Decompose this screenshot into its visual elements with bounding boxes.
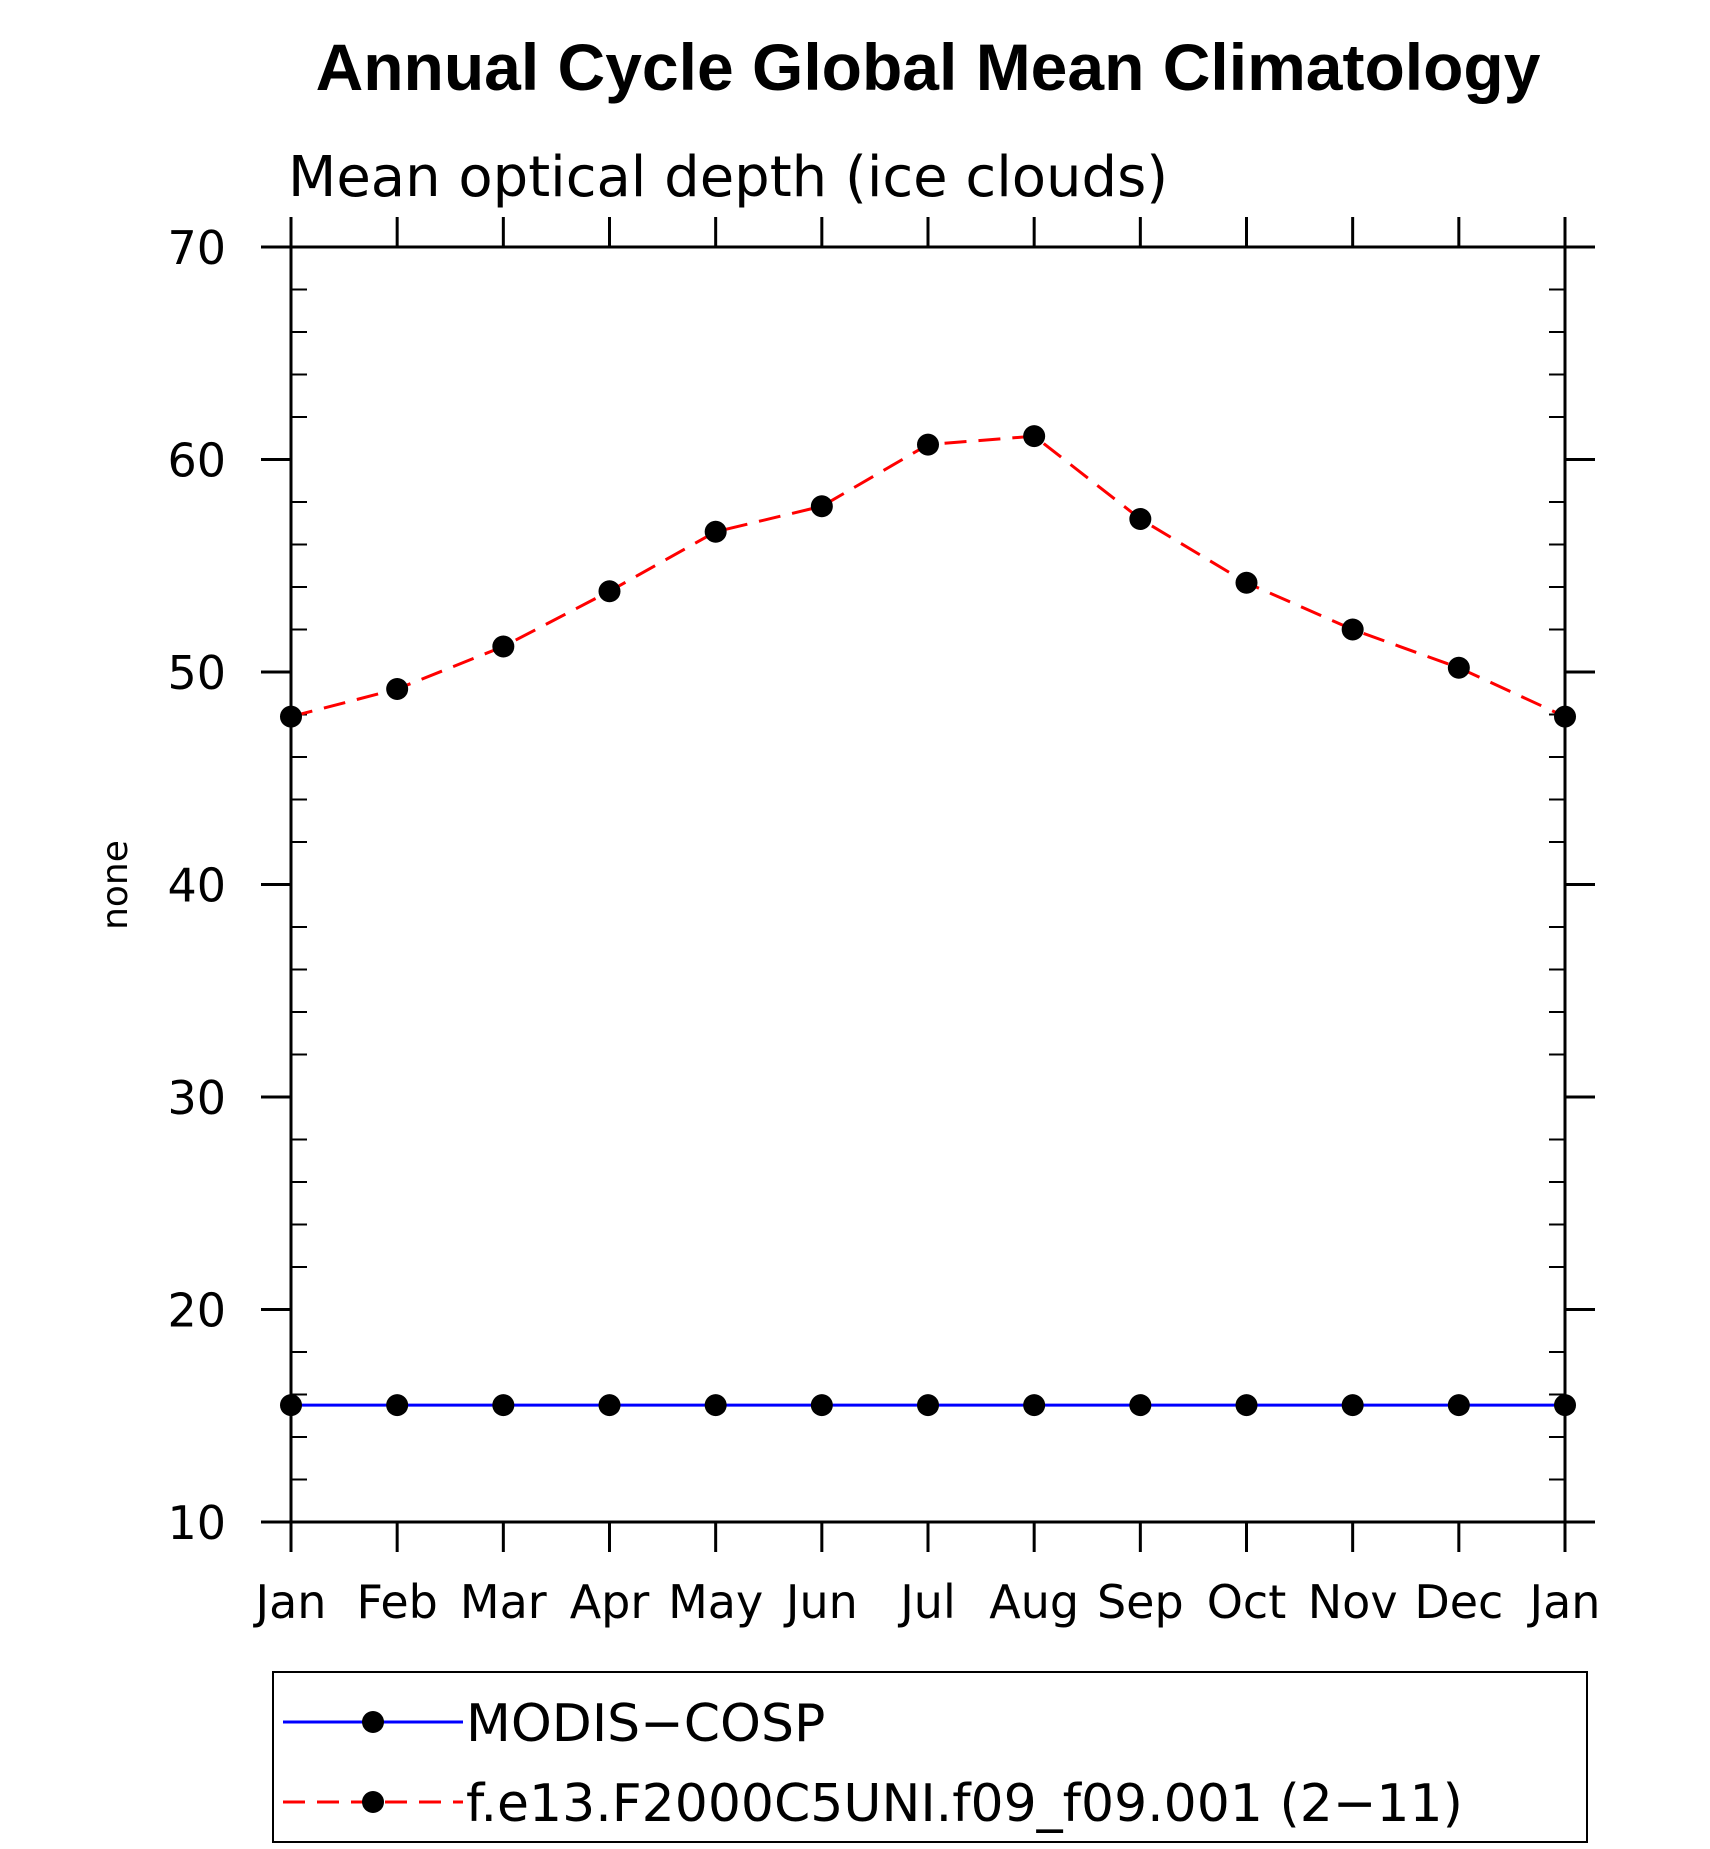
y-tick-label: 30: [167, 1071, 226, 1125]
data-point: [1554, 1394, 1576, 1417]
data-point: [810, 495, 833, 518]
y-tick-label: 10: [167, 1496, 226, 1550]
x-tick-label: Mar: [460, 1575, 547, 1629]
x-tick-label: Nov: [1308, 1575, 1398, 1629]
data-point: [810, 1394, 833, 1417]
legend: MODIS−COSP f.e13.F2000C5UNI.f09_f09.001 (…: [272, 1671, 1588, 1843]
x-tick-label: Dec: [1414, 1575, 1503, 1629]
x-tick-label: May: [668, 1575, 763, 1629]
data-point: [1341, 618, 1364, 641]
data-point: [1129, 508, 1152, 530]
y-tick-label: 20: [167, 1284, 226, 1338]
x-tick-label: Apr: [570, 1575, 650, 1629]
legend-label-0: MODIS−COSP: [466, 1694, 825, 1754]
x-tick-label: Sep: [1097, 1575, 1184, 1629]
data-point: [1023, 425, 1046, 448]
y-axis-label: none: [95, 840, 136, 930]
data-point: [704, 1394, 727, 1417]
y-tick-label: 70: [167, 221, 226, 275]
legend-marker-1: [362, 1791, 384, 1813]
data-point: [1023, 1394, 1046, 1417]
x-tick-label: Jan: [253, 1575, 327, 1629]
legend-label-1: f.e13.F2000C5UNI.f09_f09.001 (2−11): [466, 1774, 1463, 1834]
data-point: [598, 1394, 621, 1417]
series-layer: [280, 425, 1576, 1417]
chart-title: Annual Cycle Global Mean Climatology: [316, 30, 1541, 104]
data-point: [1447, 656, 1470, 679]
data-point: [1235, 1394, 1258, 1417]
data-point: [1554, 705, 1576, 728]
data-point: [1447, 1394, 1470, 1417]
x-tick-label: Oct: [1207, 1575, 1287, 1629]
x-tick-label: Jul: [897, 1575, 956, 1629]
data-point: [1341, 1394, 1364, 1417]
x-tick-label: Jan: [1527, 1575, 1601, 1629]
chart-subtitle: Mean optical depth (ice clouds): [288, 145, 1168, 210]
data-point: [917, 433, 939, 456]
data-point: [386, 1394, 409, 1417]
data-point: [492, 635, 515, 658]
y-tick-label: 60: [167, 434, 226, 488]
x-tick-label: Jun: [783, 1575, 858, 1629]
y-tick-label: 50: [167, 646, 226, 700]
data-point: [1129, 1394, 1152, 1417]
data-point: [280, 1394, 302, 1417]
data-point: [704, 520, 727, 543]
data-point: [917, 1394, 939, 1417]
axes: Jan Feb Mar Apr May Jun Jul Aug Sep Oct Nov Dec Jan 1…: [167, 217, 1600, 1629]
legend-box: [272, 1671, 1588, 1843]
legend-marker-0: [362, 1711, 384, 1733]
data-point: [386, 678, 409, 700]
x-tick-label: Feb: [356, 1575, 437, 1629]
series-line-1: [290, 434, 1566, 719]
data-point: [492, 1394, 515, 1417]
data-point: [598, 580, 621, 603]
y-tick-label: 40: [167, 859, 226, 913]
data-point: [1235, 571, 1258, 594]
x-tick-label: Aug: [989, 1575, 1079, 1629]
data-point: [280, 705, 302, 728]
